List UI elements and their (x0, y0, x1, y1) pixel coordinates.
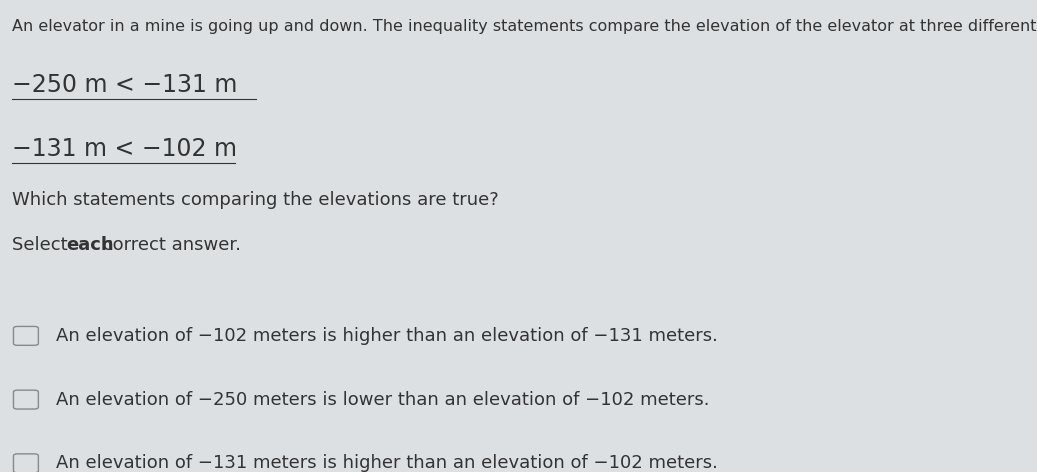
Text: −131 m < −102 m: −131 m < −102 m (12, 137, 237, 161)
Text: An elevation of −102 meters is higher than an elevation of −131 meters.: An elevation of −102 meters is higher th… (56, 327, 718, 345)
Text: An elevation of −250 meters is lower than an elevation of −102 meters.: An elevation of −250 meters is lower tha… (56, 391, 709, 409)
Text: An elevation of −131 meters is higher than an elevation of −102 meters.: An elevation of −131 meters is higher th… (56, 455, 718, 472)
Text: Select: Select (12, 236, 74, 254)
Text: correct answer.: correct answer. (97, 236, 242, 254)
Text: −250 m < −131 m: −250 m < −131 m (12, 73, 237, 97)
Text: Which statements comparing the elevations are true?: Which statements comparing the elevation… (12, 191, 499, 209)
Text: An elevator in a mine is going up and down. The inequality statements compare th: An elevator in a mine is going up and do… (12, 19, 1037, 34)
Text: each: each (66, 236, 114, 254)
